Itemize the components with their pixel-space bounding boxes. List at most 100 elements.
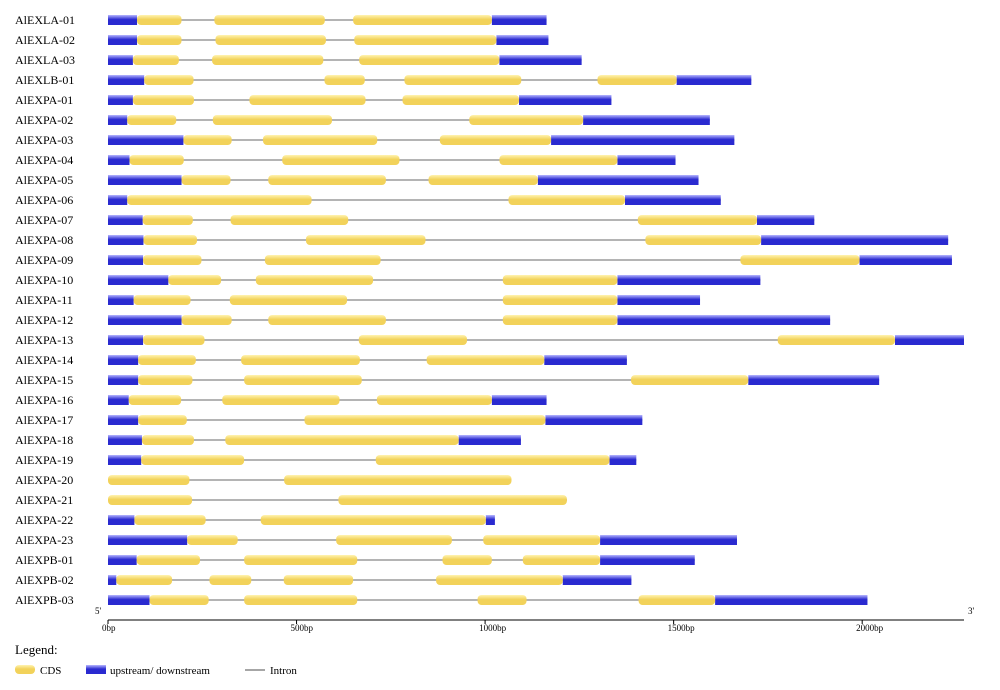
cds-segment: [305, 235, 426, 245]
utr-segment: [108, 275, 169, 285]
utr-segment: [676, 75, 752, 85]
cds-segment: [284, 475, 512, 485]
gene-row: AlEXLA-03: [15, 53, 582, 67]
gene-label: AlEXPA-02: [15, 113, 73, 127]
gene-label: AlEXLA-01: [15, 13, 75, 27]
gene-label: AlEXPA-14: [15, 353, 73, 367]
utr-segment: [499, 55, 582, 65]
utr-segment: [545, 415, 643, 425]
cds-segment: [324, 75, 365, 85]
utr-segment: [617, 295, 701, 305]
cds-segment: [262, 135, 378, 145]
cds-segment: [137, 15, 182, 25]
cds-segment: [241, 355, 360, 365]
cds-segment: [359, 55, 500, 65]
utr-segment: [108, 155, 130, 165]
utr-segment: [600, 535, 737, 545]
cds-segment: [353, 15, 492, 25]
cds-segment: [138, 355, 196, 365]
cds-segment: [375, 455, 610, 465]
cds-segment: [268, 175, 386, 185]
cds-segment: [637, 215, 757, 225]
utr-segment: [108, 595, 150, 605]
cds-segment: [244, 595, 358, 605]
cds-segment: [508, 195, 625, 205]
cds-segment: [597, 75, 677, 85]
gene-row: AlEXPA-20: [15, 473, 512, 487]
cds-segment: [214, 15, 325, 25]
gene-row: AlEXPA-14: [15, 353, 627, 367]
gene-label: AlEXPA-23: [15, 533, 73, 547]
cds-segment: [264, 255, 381, 265]
utr-segment: [491, 15, 547, 25]
utr-segment: [108, 355, 139, 365]
utr-segment: [715, 595, 868, 605]
cds-segment: [168, 275, 222, 285]
gene-row: AlEXPB-03: [15, 593, 868, 607]
gene-row: AlEXPA-08: [15, 233, 949, 247]
legend-utr-swatch: [86, 665, 106, 674]
cds-segment: [442, 555, 492, 565]
utr-segment: [108, 375, 139, 385]
cds-segment: [136, 555, 201, 565]
gene-label: AlEXPA-08: [15, 233, 73, 247]
gene-row: AlEXPB-02: [15, 573, 632, 587]
cds-segment: [439, 135, 552, 145]
gene-row: AlEXLA-01: [15, 13, 547, 27]
gene-label: AlEXPA-10: [15, 273, 73, 287]
cds-segment: [268, 315, 386, 325]
gene-label: AlEXPA-22: [15, 513, 73, 527]
cds-segment: [134, 515, 206, 525]
cds-segment: [376, 395, 492, 405]
cds-segment: [483, 535, 601, 545]
legend-title: Legend:: [15, 642, 58, 657]
axis-tick-label: 1500bp: [668, 623, 696, 633]
cds-segment: [645, 235, 762, 245]
cds-segment: [132, 95, 194, 105]
cds-segment: [209, 575, 252, 585]
utr-segment: [458, 435, 521, 445]
bp-axis: 5' 3' 0bp 500bp 1000bp 1500bp 2000bp: [95, 606, 975, 633]
utr-segment: [756, 215, 815, 225]
gene-row: AlEXPA-02: [15, 113, 710, 127]
cds-segment: [127, 195, 312, 205]
gene-row: AlEXPB-01: [15, 553, 695, 567]
gene-row: AlEXPA-22: [15, 513, 495, 527]
gene-row: AlEXPA-04: [15, 153, 676, 167]
gene-row: AlEXLB-01: [15, 73, 752, 87]
cds-segment: [740, 255, 860, 265]
legend-intron-label: Intron: [270, 665, 297, 677]
gene-label: AlEXPA-07: [15, 213, 73, 227]
utr-segment: [600, 555, 695, 565]
utr-segment: [583, 115, 710, 125]
gene-row: AlEXPA-19: [15, 453, 637, 467]
gene-row: AlEXPA-23: [15, 533, 737, 547]
gene-row: AlEXPA-15: [15, 373, 880, 387]
utr-segment: [537, 175, 699, 185]
cds-segment: [137, 35, 182, 45]
utr-segment: [617, 315, 831, 325]
utr-segment: [108, 455, 142, 465]
utr-segment: [108, 575, 117, 585]
cds-segment: [282, 155, 400, 165]
utr-segment: [108, 15, 138, 25]
legend-cds-swatch: [15, 665, 35, 674]
gene-row: AlEXPA-03: [15, 133, 735, 147]
cds-segment: [212, 115, 332, 125]
cds-segment: [138, 375, 193, 385]
cds-segment: [260, 515, 486, 525]
axis-tick-label: 500bp: [291, 623, 314, 633]
cds-segment: [116, 575, 173, 585]
cds-segment: [354, 35, 497, 45]
gene-row: AlEXPA-01: [15, 93, 612, 107]
utr-segment: [485, 515, 495, 525]
cds-segment: [631, 375, 749, 385]
gene-label: AlEXLA-02: [15, 33, 75, 47]
utr-segment: [108, 555, 137, 565]
utr-segment: [108, 395, 129, 405]
utr-segment: [551, 135, 735, 145]
cds-segment: [249, 95, 366, 105]
gene-label: AlEXPA-05: [15, 173, 73, 187]
cds-segment: [181, 315, 232, 325]
cds-segment: [428, 175, 538, 185]
